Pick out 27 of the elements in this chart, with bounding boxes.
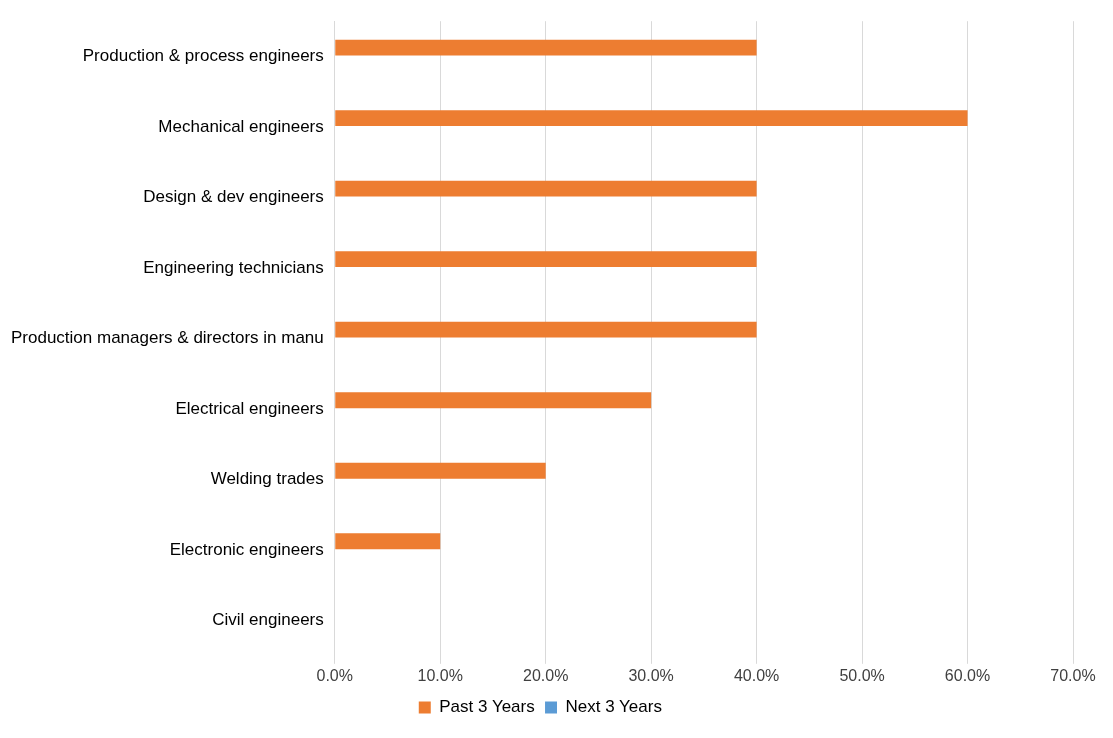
bar [335,392,652,409]
y-tick-label: Civil engineers [212,610,324,630]
y-tick-label: Electronic engineers [169,539,324,559]
legend-label: Next 3 Years [565,697,662,717]
x-tick-label: 10.0% [417,666,463,684]
y-tick-label: Welding trades [210,469,324,489]
x-tick-label: 0.0% [316,666,353,684]
x-tick-label: 70.0% [1050,666,1096,684]
legend-label: Past 3 Years [439,697,535,717]
y-tick-label: Production & process engineers [82,46,324,66]
y-tick-label: Electrical engineers [175,398,324,418]
y-tick-label: Mechanical engineers [158,116,324,136]
x-tick-label: 40.0% [733,666,780,684]
x-tick-label: 20.0% [523,666,569,684]
bar [335,180,757,197]
bar [335,251,757,268]
bar [335,39,757,56]
bar [335,462,546,479]
bar [335,110,968,127]
x-tick-label: 60.0% [944,666,991,684]
y-tick-label: Engineering technicians [143,257,324,277]
x-tick-label: 50.0% [839,666,885,684]
y-tick-label: Production managers & directors in manu [11,328,324,348]
bar [335,533,441,550]
x-tick-label: 30.0% [628,666,674,684]
bar [335,321,757,338]
y-tick-label: Design & dev engineers [143,187,324,207]
